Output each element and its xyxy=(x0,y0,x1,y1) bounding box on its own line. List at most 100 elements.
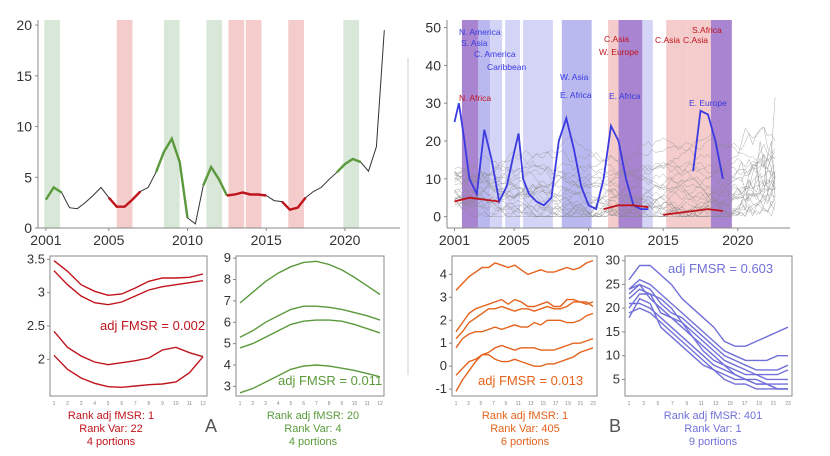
a-right-series-line xyxy=(239,305,381,338)
b-left-series-line xyxy=(455,298,594,333)
caption-b2-portions: 9 portions xyxy=(689,436,738,448)
b-top-region-label: C.Asia xyxy=(604,34,629,44)
a-right-ytick-label: 6 xyxy=(224,314,231,329)
a-right-ytick-label: 4 xyxy=(224,357,231,372)
caption-a2-var: Rank Var: 4 xyxy=(284,423,341,435)
b-right-series-line xyxy=(628,283,788,385)
a-top-red-band xyxy=(288,20,304,228)
a-right-xtick-label: 6 xyxy=(302,401,305,407)
a-right-ytick-label: 9 xyxy=(224,250,231,265)
a-top-xtick-label: 2010 xyxy=(172,232,203,248)
a-top-red-highlight xyxy=(281,196,307,212)
b-top-xtick-label: 2015 xyxy=(648,232,679,248)
b-top-background-line xyxy=(454,133,776,182)
b-top-region-label: E. Africa xyxy=(560,90,592,100)
a-right-frame xyxy=(235,255,385,397)
b-top-ytick-label: 50 xyxy=(425,20,441,36)
panel-letter-b: B xyxy=(609,416,621,436)
a-right-xtick-label: 4 xyxy=(277,401,280,407)
b-left-xtick-label: 21 xyxy=(578,401,584,407)
b-top-band xyxy=(561,20,592,228)
a-right-xtick-label: 8 xyxy=(328,401,331,407)
b-top-band xyxy=(608,20,619,228)
a-top-ytick-label: 0 xyxy=(24,220,32,236)
b-left-ytick-label: 3 xyxy=(440,289,447,304)
b-right-ytick-label: 10 xyxy=(606,348,620,363)
b-left-series-line xyxy=(455,347,594,376)
b-right-xtick-label: 5 xyxy=(657,401,660,407)
b-right-ytick-label: 5 xyxy=(613,371,620,386)
a-right-xtick-label: 10 xyxy=(352,401,358,407)
b-top-highlight-line xyxy=(663,208,724,216)
panel-letter-a: A xyxy=(205,416,217,436)
b-right-ytick-label: 30 xyxy=(606,253,620,268)
b-right-xtick-label: 3 xyxy=(642,401,645,407)
b-right-xtick-label: 19 xyxy=(756,401,762,407)
b-top-band xyxy=(618,20,643,228)
b-top-region-label: C. America xyxy=(474,49,516,59)
a-right-series-line xyxy=(239,260,381,304)
a-top-red-band xyxy=(116,20,133,228)
b-top-region-label: C.Asia xyxy=(683,35,708,45)
caption-b2: Rank adj fMSR: 401 Rank Var: 1 9 portion… xyxy=(664,410,762,448)
caption-b1-var: Rank Var: 405 xyxy=(490,423,560,435)
b-top-region-label: E. Africa xyxy=(609,91,641,101)
b-top-highlight-line xyxy=(454,196,500,203)
b-left-xtick-label: 23 xyxy=(590,401,596,407)
b-right-annotation: adj FMSR = 0.603 xyxy=(668,261,773,276)
caption-a1-portions: 4 portions xyxy=(87,436,136,448)
b-left-annotation: adj FMSR = 0.013 xyxy=(478,373,583,388)
a-left-ytick-label: 3.5 xyxy=(27,251,45,266)
b-left-series-line xyxy=(455,301,594,340)
a-left-ytick-label: 2.5 xyxy=(27,318,45,333)
b-top-band xyxy=(710,20,732,228)
caption-b1: Rank adj fMSR: 1 Rank Var: 405 6 portion… xyxy=(482,410,568,448)
caption-b2-var: Rank Var: 1 xyxy=(684,423,741,435)
b-left-xtick-label: 9 xyxy=(504,401,507,407)
a-left-xtick-label: 11 xyxy=(187,401,192,407)
a-top-red-highlight xyxy=(107,190,142,208)
caption-a2-portions: 4 portions xyxy=(289,436,338,448)
b-right-series-line xyxy=(628,297,788,390)
b-top-region-label: N. America xyxy=(459,27,501,37)
b-top-band xyxy=(666,20,688,228)
b-top-xtick-label: 2020 xyxy=(722,232,753,248)
a-right-xtick-label: 1 xyxy=(239,401,242,407)
a-right-ytick-label: 7 xyxy=(224,293,231,308)
b-right-xtick-label: 17 xyxy=(742,401,748,407)
b-top-band xyxy=(478,20,491,228)
b-left-xtick-label: 17 xyxy=(553,401,559,407)
b-top-highlight-line xyxy=(453,102,649,211)
caption-a1: Rank adj fMSR: 1 Rank Var: 22 4 portions xyxy=(68,410,154,448)
a-left-annotation: adj FMSR = 0.002 xyxy=(100,318,205,333)
a-left-xtick-label: 10 xyxy=(173,401,179,407)
a-right-ytick-label: 8 xyxy=(224,272,231,287)
b-left-series-line xyxy=(455,312,594,349)
a-top-red-band xyxy=(245,20,262,228)
a-right-xtick-label: 9 xyxy=(340,401,343,407)
a-right-xtick-label: 7 xyxy=(315,401,318,407)
a-left-series-line xyxy=(53,330,204,366)
a-top-green-highlight xyxy=(44,185,63,201)
a-top-green-highlight xyxy=(336,157,362,174)
b-left-xtick-label: 15 xyxy=(540,401,546,407)
b-right-series-line xyxy=(628,307,788,390)
b-left-ytick-label: 0 xyxy=(440,358,447,373)
b-right-frame xyxy=(624,255,793,397)
b-top-background-line xyxy=(454,153,776,218)
a-top-red-highlight xyxy=(242,191,267,197)
a-left-series-line xyxy=(53,260,204,297)
b-right-xtick-label: 7 xyxy=(671,401,674,407)
a-left-ytick-label: 3 xyxy=(38,285,45,300)
a-left-xtick-label: 7 xyxy=(134,401,137,407)
b-right-series-line xyxy=(628,278,788,362)
b-top-background-line xyxy=(454,141,776,209)
a-top-green-band xyxy=(44,20,61,228)
a-right-xtick-label: 2 xyxy=(251,401,254,407)
b-right-series-line xyxy=(628,288,789,376)
a-right-annotation: adj FMSR = 0.011 xyxy=(278,373,382,388)
